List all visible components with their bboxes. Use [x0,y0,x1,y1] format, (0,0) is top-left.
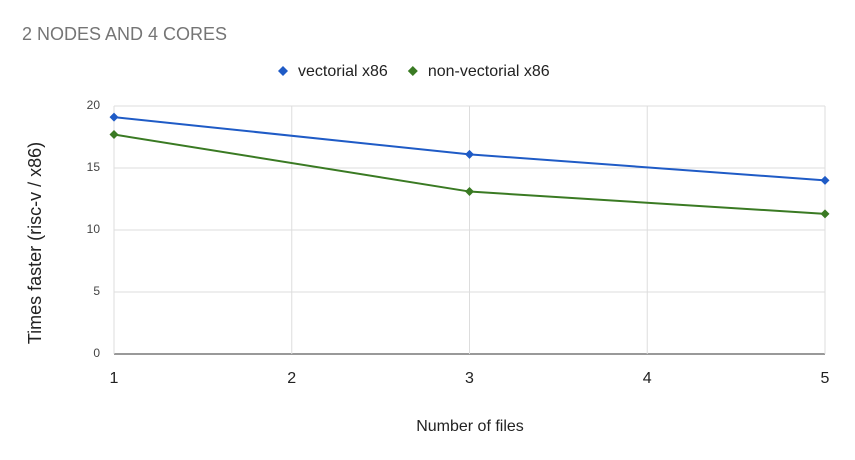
y-tick-label: 20 [87,98,101,112]
legend-marker [407,66,418,76]
data-point [820,209,830,219]
legend-label: non-vectorial x86 [428,63,550,80]
y-tick-label: 0 [93,346,100,360]
x-tick-label: 4 [643,370,652,387]
y-tick-label: 15 [87,160,101,174]
data-point [109,112,119,122]
y-tick-label: 10 [87,222,101,236]
x-tick-label: 1 [110,370,119,387]
legend-marker [278,66,288,76]
data-point [465,149,474,159]
y-tick-label: 5 [93,284,100,298]
x-tick-label: 3 [465,370,474,387]
x-axis-label: Number of files [416,418,524,435]
x-tick-label: 2 [287,370,296,387]
data-point [465,187,474,197]
legend-label: vectorial x86 [298,63,388,80]
chart-title: 2 NODES AND 4 CORES [22,24,227,44]
data-point [109,130,119,140]
y-axis-label: Times faster (risc-v / x86) [25,142,45,344]
data-point [820,175,830,185]
x-tick-label: 5 [821,370,830,387]
